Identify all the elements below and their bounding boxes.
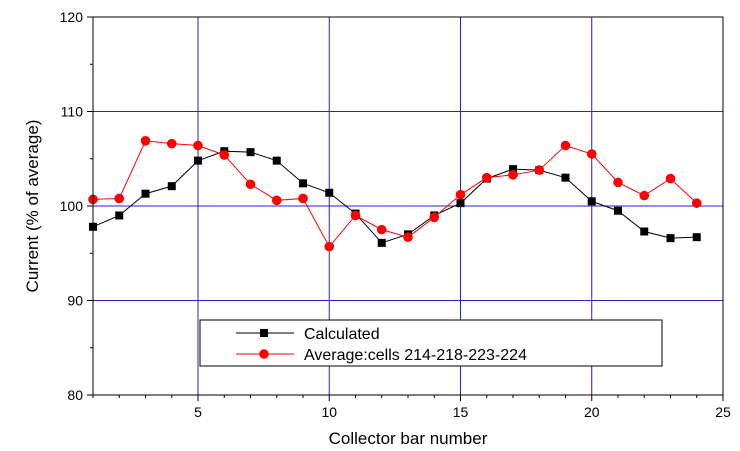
data-point-square: [167, 182, 176, 191]
data-point-circle: [376, 224, 387, 235]
data-point-circle: [560, 140, 571, 151]
data-point-square: [272, 156, 281, 165]
data-point-circle: [324, 241, 335, 252]
data-point-circle: [665, 173, 676, 184]
data-point-square: [377, 238, 386, 247]
y-tick-label: 90: [67, 293, 83, 309]
data-point-square: [614, 206, 622, 215]
y-tick-label: 110: [61, 104, 84, 120]
data-point-circle: [455, 189, 466, 200]
legend-marker-circle: [259, 349, 269, 359]
y-tick-label: 120: [60, 9, 84, 25]
grid-lines: [93, 17, 723, 395]
data-point-circle: [140, 135, 151, 146]
series-line-0: [92, 150, 697, 244]
data-point-square: [115, 211, 124, 220]
y-axis-title: Current (% of average): [23, 120, 42, 293]
data-point-circle: [219, 150, 230, 160]
data-point-square: [666, 234, 675, 243]
data-point-circle: [271, 195, 282, 206]
data-point-circle: [245, 179, 256, 190]
y-tick-label: 80: [67, 387, 83, 403]
data-point-square: [246, 148, 255, 157]
x-tick-label: 25: [715, 404, 731, 420]
data-point-circle: [481, 172, 492, 183]
data-point-square: [456, 199, 465, 208]
x-axis-title: Collector bar number: [329, 429, 488, 448]
data-point-circle: [166, 138, 177, 149]
data-point-circle: [586, 149, 597, 159]
data-point-circle: [429, 212, 440, 223]
data-point-square: [692, 233, 701, 242]
y-tick-label: 100: [60, 198, 84, 214]
data-point-square: [509, 165, 517, 174]
x-tick-label: 10: [321, 404, 337, 420]
data-point-square: [587, 197, 596, 206]
data-point-circle: [639, 190, 650, 201]
data-point-square: [640, 227, 649, 236]
x-tick-label: 5: [194, 404, 202, 420]
x-tick-label: 15: [453, 404, 469, 420]
legend-marker-square: [260, 329, 268, 337]
data-point-square: [299, 179, 307, 188]
legend: Calculated Average:cells 214-218-223-224: [199, 319, 663, 367]
data-point-circle: [613, 177, 623, 188]
legend-label-0: Calculated: [304, 326, 380, 343]
data-point-circle: [114, 193, 125, 204]
x-tick-label: 20: [584, 404, 600, 420]
data-point-square: [194, 156, 202, 165]
data-point-circle: [534, 165, 545, 175]
data-point-circle: [193, 140, 203, 151]
series-line-1: [92, 140, 698, 248]
data-point-circle: [350, 210, 361, 221]
data-point-circle: [508, 170, 518, 180]
data-point-square: [141, 189, 150, 198]
data-point-circle: [403, 232, 413, 242]
data-point-circle: [298, 193, 308, 204]
data-point-square: [325, 188, 334, 197]
data-point-circle: [691, 198, 702, 208]
data-point-square: [561, 173, 570, 182]
legend-label-1: Average:cells 214-218-223-224: [304, 347, 527, 364]
legend-box: [199, 319, 663, 367]
axes: 5 10 15 20 25 80 90 100 110 120: [60, 9, 731, 420]
series-layer: [88, 135, 702, 252]
